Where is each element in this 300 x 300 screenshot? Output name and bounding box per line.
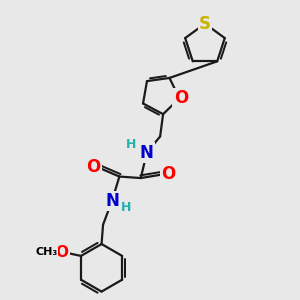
Text: O: O: [162, 166, 176, 184]
Text: S: S: [199, 15, 211, 33]
Text: N: N: [140, 144, 154, 162]
Text: H: H: [121, 201, 131, 214]
Text: H: H: [126, 138, 136, 151]
Text: CH₃: CH₃: [35, 247, 57, 257]
Text: O: O: [56, 245, 69, 260]
Text: O: O: [174, 89, 188, 107]
Text: N: N: [105, 192, 119, 210]
Text: O: O: [86, 158, 101, 176]
